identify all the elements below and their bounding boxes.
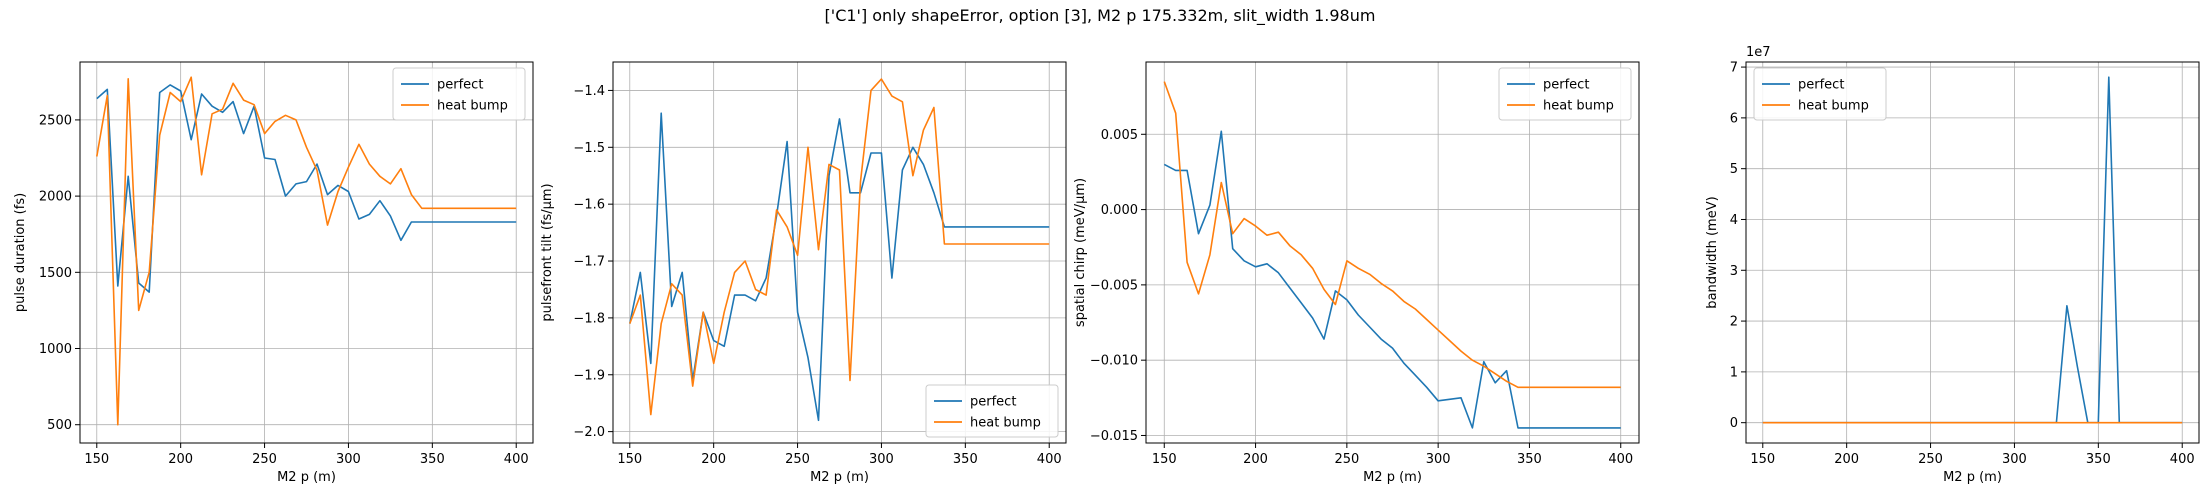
x-tick-label: 250 bbox=[1918, 452, 1943, 467]
subplot-4: 150 200 250 300 350 400 0 1 2 3 4 5 6 7 M2 p (m) bandwi… bbox=[1705, 45, 2200, 485]
y-axis-label: pulsefront tilt (fs/μm) bbox=[540, 183, 555, 321]
y-tick-label: −0.015 bbox=[1090, 429, 1138, 444]
y-tick-label: 1500 bbox=[39, 266, 72, 281]
y-axis-label: pulse duration (fs) bbox=[13, 193, 28, 312]
y-axis-label: spatial chirp (meV/μm) bbox=[1073, 178, 1088, 327]
x-tick-label: 300 bbox=[1426, 452, 1451, 467]
x-tick-label: 400 bbox=[1037, 452, 1062, 467]
subplot-3: 150 200 250 300 350 400 −0.015 −0.010 −0.005 0.00… bbox=[1073, 61, 1640, 485]
legend-label: perfect bbox=[970, 395, 1016, 410]
y-tick-label: −1.4 bbox=[573, 84, 605, 99]
axes-frame bbox=[612, 61, 1067, 444]
legend: perfect heat bump bbox=[925, 384, 1059, 438]
y-tick-label: 0 bbox=[1730, 416, 1738, 431]
y-tick-label: 3 bbox=[1730, 264, 1738, 279]
x-tick-label: 150 bbox=[1750, 452, 1775, 467]
y-offset-text: 1e7 bbox=[1746, 45, 1771, 60]
x-tick-label: 300 bbox=[869, 452, 894, 467]
y-tick-label: 7 bbox=[1730, 61, 1738, 76]
x-axis-label: M2 p (m) bbox=[1943, 470, 2002, 485]
x-tick-label: 350 bbox=[1517, 452, 1542, 467]
x-axis-label: M2 p (m) bbox=[1363, 470, 1422, 485]
axes-frame bbox=[79, 61, 534, 444]
x-tick-label: 200 bbox=[168, 452, 193, 467]
subplot-2: 150 200 250 300 350 400 −2.0 −1.9 −1.8 −1.7 −1.6 −1… bbox=[540, 61, 1067, 485]
subplot-1: 150 200 250 300 350 400 500 1000 1500 2000 2500 M2 … bbox=[13, 61, 534, 485]
legend: perfect heat bump bbox=[1753, 67, 1887, 121]
legend-label: heat bump bbox=[437, 99, 508, 114]
y-tick-label: −1.5 bbox=[573, 141, 605, 156]
x-tick-label: 150 bbox=[617, 452, 642, 467]
legend-box bbox=[925, 384, 1059, 438]
x-tick-label: 350 bbox=[2086, 452, 2111, 467]
y-tick-label: −1.6 bbox=[573, 198, 605, 213]
y-tick-label: 2500 bbox=[39, 113, 72, 128]
y-tick-label: −1.7 bbox=[573, 255, 605, 270]
x-tick-label: 200 bbox=[701, 452, 726, 467]
legend-label: perfect bbox=[437, 78, 483, 93]
series-line-heat-bump bbox=[1163, 81, 1621, 389]
series-line-perfect bbox=[96, 84, 517, 293]
legend-box bbox=[392, 67, 526, 121]
x-tick-label: 200 bbox=[1834, 452, 1859, 467]
y-tick-label: −0.005 bbox=[1090, 278, 1138, 293]
x-tick-label: 350 bbox=[953, 452, 978, 467]
legend-box bbox=[1498, 67, 1632, 121]
axes-frame bbox=[1745, 61, 2200, 444]
y-tick-label: −1.8 bbox=[573, 311, 605, 326]
x-tick-label: 300 bbox=[336, 452, 361, 467]
x-tick-label: 350 bbox=[420, 452, 445, 467]
legend-label: heat bump bbox=[970, 416, 1041, 431]
x-tick-label: 400 bbox=[504, 452, 529, 467]
y-tick-label: 4 bbox=[1730, 213, 1738, 228]
x-tick-label: 150 bbox=[84, 452, 109, 467]
x-tick-label: 250 bbox=[252, 452, 277, 467]
series-line-heat-bump bbox=[96, 76, 517, 426]
series-line-heat-bump bbox=[629, 78, 1050, 416]
x-tick-label: 200 bbox=[1243, 452, 1268, 467]
y-tick-label: 6 bbox=[1730, 111, 1738, 126]
y-tick-label: 500 bbox=[47, 418, 72, 433]
y-tick-label: 2 bbox=[1730, 315, 1738, 330]
x-tick-label: 150 bbox=[1152, 452, 1177, 467]
x-axis-label: M2 p (m) bbox=[277, 470, 336, 485]
x-tick-label: 250 bbox=[1334, 452, 1359, 467]
series-line-perfect bbox=[1762, 76, 2183, 424]
x-tick-label: 400 bbox=[2170, 452, 2195, 467]
series-line-perfect bbox=[629, 112, 1050, 422]
y-tick-label: 1 bbox=[1730, 365, 1738, 380]
x-tick-label: 250 bbox=[785, 452, 810, 467]
legend-label: heat bump bbox=[1543, 99, 1614, 114]
legend-label: heat bump bbox=[1798, 99, 1869, 114]
x-tick-label: 400 bbox=[1608, 452, 1633, 467]
legend-label: perfect bbox=[1543, 78, 1589, 93]
y-tick-label: −0.010 bbox=[1090, 354, 1138, 369]
figure-title: ['C1'] only shapeError, option [3], M2 p… bbox=[824, 6, 1376, 25]
y-axis-label: bandwidth (meV) bbox=[1705, 196, 1720, 308]
legend-label: perfect bbox=[1798, 78, 1844, 93]
y-tick-label: 0.005 bbox=[1101, 128, 1138, 143]
legend: perfect heat bump bbox=[1498, 67, 1632, 121]
x-tick-label: 300 bbox=[2002, 452, 2027, 467]
y-tick-label: 1000 bbox=[39, 342, 72, 357]
y-tick-label: 5 bbox=[1730, 162, 1738, 177]
legend-box bbox=[1753, 67, 1887, 121]
y-tick-label: 0.000 bbox=[1101, 203, 1138, 218]
y-tick-label: 2000 bbox=[39, 190, 72, 205]
legend: perfect heat bump bbox=[392, 67, 526, 121]
series-line-perfect bbox=[1163, 130, 1621, 429]
axes-frame bbox=[1145, 61, 1640, 444]
y-tick-label: −2.0 bbox=[573, 425, 605, 440]
y-tick-label: −1.9 bbox=[573, 368, 605, 383]
x-axis-label: M2 p (m) bbox=[810, 470, 869, 485]
